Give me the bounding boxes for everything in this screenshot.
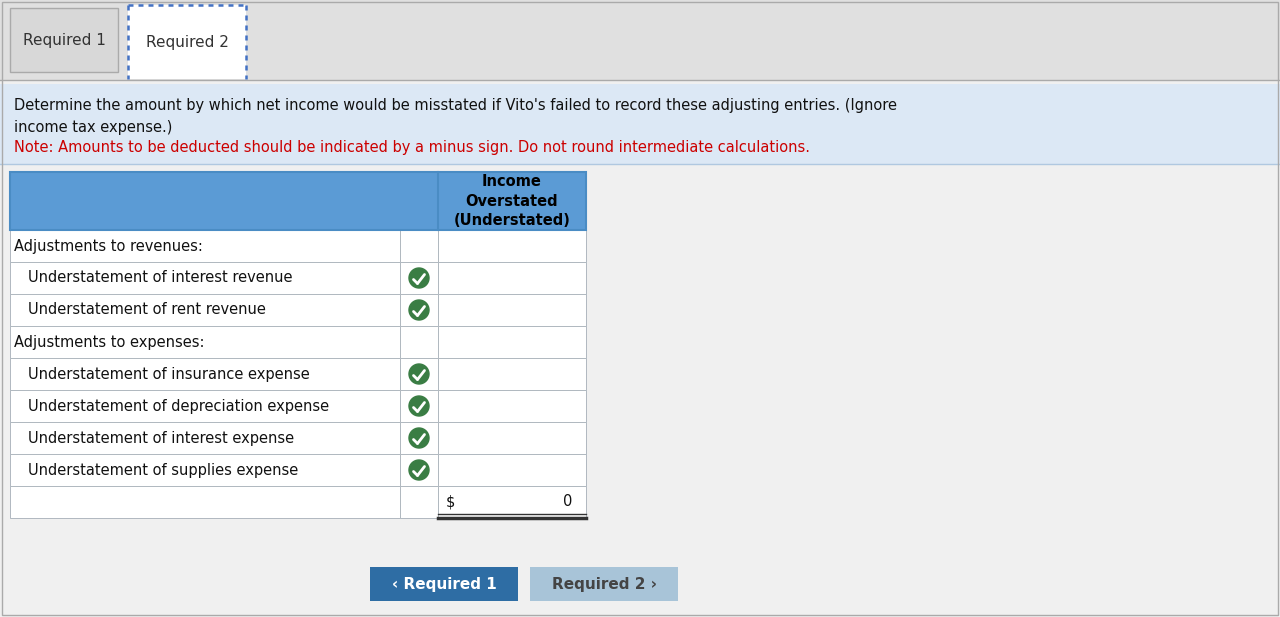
FancyBboxPatch shape	[399, 262, 438, 294]
FancyBboxPatch shape	[370, 567, 518, 601]
FancyBboxPatch shape	[399, 172, 438, 230]
Text: Understatement of rent revenue: Understatement of rent revenue	[28, 302, 266, 318]
Circle shape	[410, 428, 429, 448]
FancyBboxPatch shape	[530, 567, 678, 601]
FancyBboxPatch shape	[399, 390, 438, 422]
FancyBboxPatch shape	[438, 358, 586, 390]
FancyBboxPatch shape	[399, 230, 438, 262]
FancyBboxPatch shape	[0, 84, 1280, 164]
FancyBboxPatch shape	[438, 422, 586, 454]
FancyBboxPatch shape	[438, 294, 586, 326]
Text: Required 2 ›: Required 2 ›	[552, 576, 657, 592]
Text: Note: Amounts to be deducted should be indicated by a minus sign. Do not round i: Note: Amounts to be deducted should be i…	[14, 140, 810, 155]
Text: Required 2: Required 2	[146, 35, 228, 49]
Text: Understatement of interest revenue: Understatement of interest revenue	[28, 270, 293, 286]
FancyBboxPatch shape	[399, 422, 438, 454]
FancyBboxPatch shape	[10, 486, 399, 518]
FancyBboxPatch shape	[399, 358, 438, 390]
FancyBboxPatch shape	[399, 454, 438, 486]
Text: Understatement of supplies expense: Understatement of supplies expense	[28, 463, 298, 478]
FancyBboxPatch shape	[10, 262, 399, 294]
FancyBboxPatch shape	[10, 294, 399, 326]
FancyBboxPatch shape	[10, 390, 399, 422]
FancyBboxPatch shape	[438, 486, 586, 518]
FancyBboxPatch shape	[10, 172, 399, 230]
Text: Adjustments to revenues:: Adjustments to revenues:	[14, 239, 202, 254]
Circle shape	[410, 300, 429, 320]
Text: ‹ Required 1: ‹ Required 1	[392, 576, 497, 592]
FancyBboxPatch shape	[438, 230, 586, 262]
FancyBboxPatch shape	[128, 5, 246, 79]
FancyBboxPatch shape	[10, 358, 399, 390]
FancyBboxPatch shape	[10, 230, 399, 262]
FancyBboxPatch shape	[438, 326, 586, 358]
FancyBboxPatch shape	[399, 486, 438, 518]
Text: Understatement of interest expense: Understatement of interest expense	[28, 431, 294, 445]
FancyBboxPatch shape	[438, 172, 586, 230]
FancyBboxPatch shape	[438, 390, 586, 422]
FancyBboxPatch shape	[399, 294, 438, 326]
FancyBboxPatch shape	[0, 0, 1280, 80]
FancyBboxPatch shape	[438, 454, 586, 486]
Text: Understatement of insurance expense: Understatement of insurance expense	[28, 366, 310, 381]
Circle shape	[410, 364, 429, 384]
FancyBboxPatch shape	[10, 326, 399, 358]
FancyBboxPatch shape	[438, 262, 586, 294]
Text: income tax expense.): income tax expense.)	[14, 120, 173, 135]
FancyBboxPatch shape	[10, 422, 399, 454]
Text: Understatement of depreciation expense: Understatement of depreciation expense	[28, 399, 329, 413]
Text: Required 1: Required 1	[23, 33, 105, 48]
Text: 0: 0	[563, 494, 572, 510]
Circle shape	[410, 396, 429, 416]
Text: Adjustments to expenses:: Adjustments to expenses:	[14, 334, 205, 349]
FancyBboxPatch shape	[10, 8, 118, 72]
FancyBboxPatch shape	[399, 326, 438, 358]
Circle shape	[410, 460, 429, 480]
Text: Determine the amount by which net income would be misstated if Vito's failed to : Determine the amount by which net income…	[14, 98, 897, 113]
Circle shape	[410, 268, 429, 288]
Text: Income
Overstated
(Understated): Income Overstated (Understated)	[453, 174, 571, 228]
FancyBboxPatch shape	[10, 454, 399, 486]
Text: $: $	[445, 494, 456, 510]
